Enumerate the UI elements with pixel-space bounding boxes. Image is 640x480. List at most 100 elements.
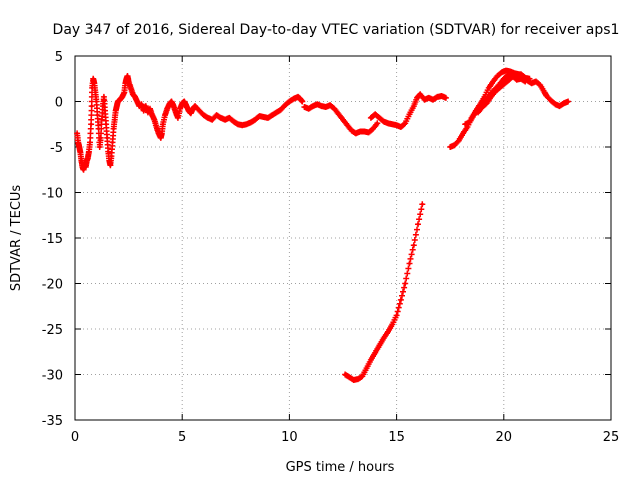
data-point [292,97,296,101]
x-tick-label: 5 [178,430,186,445]
data-point [399,298,403,302]
data-point [352,378,356,382]
data-point [91,77,95,81]
data-point [90,86,94,90]
data-point [448,145,452,149]
x-tick-label: 15 [388,430,405,445]
data-point [152,118,156,122]
data-point [78,151,82,154]
data-point [92,81,96,85]
data-point [219,116,223,120]
data-point [187,109,191,113]
data-point [408,262,411,265]
data-point [176,116,180,120]
data-point [185,104,188,108]
data-point [101,104,105,108]
grid [75,56,611,420]
data-point [266,116,270,120]
data-point [500,70,504,74]
data-point [106,150,110,154]
data-point [89,122,93,126]
data-point [461,131,465,135]
data-point [157,131,161,135]
data-point [160,131,164,135]
data-point [159,136,163,140]
data-point [120,95,124,99]
data-point [100,118,104,122]
data-point [76,140,80,144]
y-axis-label: SDTVAR / TECUs [9,185,24,292]
data-point [558,104,561,108]
data-point [440,94,444,98]
data-point [435,95,439,99]
data-point [493,90,497,93]
data-point [332,107,336,111]
data-point [553,102,557,106]
data-point [96,113,99,117]
data-point [94,100,98,103]
data-point [386,330,390,334]
data-point [270,113,274,117]
data-point [420,202,424,206]
data-point [108,163,112,167]
data-point [543,90,546,94]
data-point [103,109,107,113]
data-segment [138,93,306,141]
data-point [403,282,407,285]
data-point [170,100,173,103]
data-point [453,143,456,147]
data-point [350,129,354,133]
data-point [129,86,133,90]
data-point [375,121,379,125]
data-point [489,95,493,99]
data-point [371,127,375,131]
data-point [202,113,206,117]
data-point [79,159,83,163]
data-point [206,116,210,120]
data-point [150,113,154,117]
data-point [538,83,542,87]
data-point [382,336,386,340]
x-tick-label: 25 [603,430,620,445]
x-tick-label: 20 [496,430,513,445]
data-point [155,125,158,129]
data-point [142,109,146,113]
data-point [287,100,291,103]
data-point [502,77,506,81]
y-tick-label: -30 [42,369,63,384]
data-point [307,107,311,111]
data-point [369,116,373,120]
data-point [487,86,491,90]
data-series [74,67,572,383]
data-point [530,81,534,85]
data-point [337,112,341,116]
data-point [98,145,102,149]
y-tick-label: -25 [42,323,63,338]
chart-title: Day 347 of 2016, Sidereal Day-to-day VTE… [53,22,620,38]
data-point [523,76,527,80]
data-point [77,145,81,149]
data-point [223,118,227,122]
data-point [354,131,358,135]
data-point [399,125,403,129]
data-point [476,110,480,114]
data-point [495,74,499,78]
data-point [182,100,186,103]
data-point [197,109,201,113]
data-point [390,122,394,126]
data-point [515,73,519,77]
data-point [161,122,165,126]
data-point [135,100,139,103]
data-point [328,103,332,107]
data-point [83,161,87,165]
data-point [468,120,471,124]
data-point [367,130,371,134]
data-point [506,79,510,83]
data-point [125,77,128,81]
data-point [180,101,184,105]
data-point [395,313,399,317]
data-point [107,159,111,163]
data-point [249,120,253,124]
data-point [115,104,119,108]
plus-markers [342,201,426,383]
